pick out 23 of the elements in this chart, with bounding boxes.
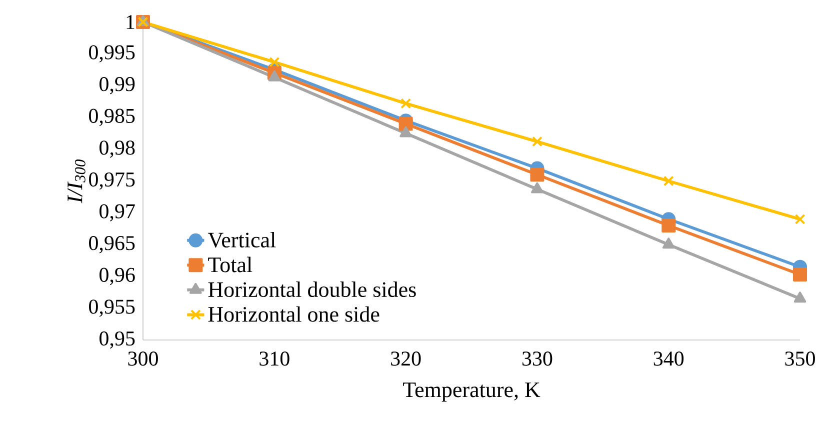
legend-label: Vertical bbox=[208, 232, 276, 248]
y-tick-label: 0,985 bbox=[89, 108, 135, 126]
y-tick-label: 0,975 bbox=[89, 172, 135, 190]
y-tick-label: 0,96 bbox=[100, 268, 135, 285]
x-tick-label: 340 bbox=[654, 352, 684, 366]
x-tick-label: 320 bbox=[391, 352, 421, 366]
y-tick-label: 0,98 bbox=[100, 140, 135, 158]
y-axis-title: I/I$_{300}$ bbox=[68, 160, 86, 204]
y-tick-label: 0,97 bbox=[100, 204, 135, 222]
y-tick-label: 0,95 bbox=[100, 331, 135, 349]
legend-label: Horizontal one side bbox=[208, 306, 380, 322]
y-tick-label: 0,955 bbox=[89, 300, 135, 317]
x-tick-label: 300 bbox=[128, 352, 158, 366]
y-tick-label: 1 bbox=[126, 15, 134, 29]
legend-label: Horizontal double sides bbox=[208, 282, 416, 298]
x-tick-label: 310 bbox=[260, 352, 290, 366]
x-axis-title: Temperature, K bbox=[403, 382, 540, 402]
legend-label: Total bbox=[208, 256, 252, 272]
y-tick-label: 0,965 bbox=[89, 236, 135, 254]
x-tick-label: 350 bbox=[785, 352, 815, 366]
y-tick-label: 0,99 bbox=[100, 77, 135, 94]
x-tick-label: 330 bbox=[522, 352, 552, 366]
y-tick-label: 0,995 bbox=[89, 45, 135, 62]
